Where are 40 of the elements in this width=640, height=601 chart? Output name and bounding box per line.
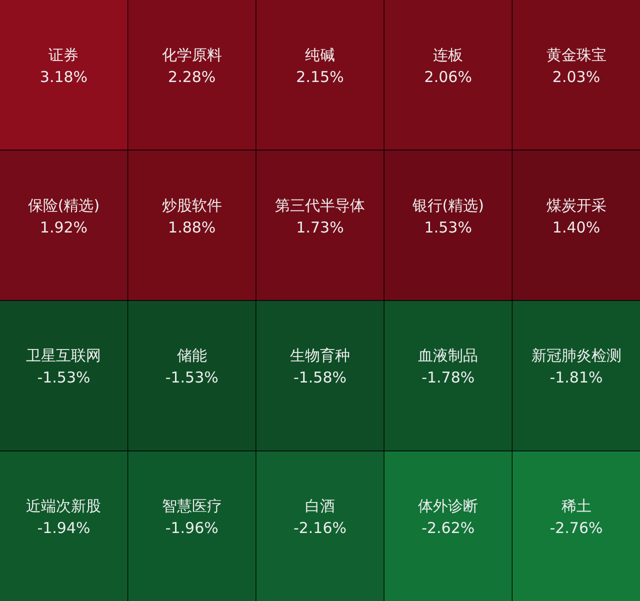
data-label: 2.06% [424, 68, 472, 86]
category-label: 黄金珠宝 [546, 46, 606, 64]
category-label: 近端次新股 [26, 497, 102, 516]
data-label: -1.78% [422, 368, 475, 387]
category-label: 纯碱 [305, 46, 335, 64]
category-label: 保险(精选) [28, 196, 100, 214]
data-label: 1.73% [296, 218, 344, 236]
data-label: 1.40% [552, 218, 600, 236]
category-label: 炒股软件 [162, 196, 222, 214]
data-label: -1.53% [165, 368, 218, 387]
category-label: 煤炭开采 [546, 196, 606, 214]
category-label: 血液制品 [418, 346, 478, 365]
data-label: -2.62% [422, 519, 475, 538]
data-label: 1.53% [424, 218, 472, 236]
data-label: 1.88% [168, 218, 216, 236]
category-label: 第三代半导体 [275, 196, 365, 214]
data-label: -1.94% [37, 519, 90, 538]
category-label: 连板 [433, 46, 464, 64]
category-label: 白酒 [305, 497, 335, 516]
category-label: 稀土 [561, 497, 592, 516]
category-label: 储能 [176, 346, 207, 365]
data-label: 2.15% [296, 68, 344, 86]
data-label: -1.96% [165, 519, 218, 538]
data-label: -1.58% [293, 368, 347, 387]
data-label: -2.76% [550, 519, 603, 538]
category-label: 证券 [48, 46, 79, 64]
data-label: -2.16% [293, 519, 347, 538]
category-label: 银行(精选) [411, 196, 484, 214]
category-label: 智慧医疗 [162, 497, 222, 516]
category-label: 体外诊断 [418, 497, 478, 516]
data-label: -1.53% [37, 368, 90, 387]
category-label: 生物育种 [290, 346, 350, 365]
data-label: 2.28% [168, 68, 216, 86]
data-label: 2.03% [552, 68, 600, 86]
category-label: 化学原料 [162, 46, 222, 64]
category-label: 新冠肺炎检测 [531, 346, 622, 365]
data-label: -1.81% [550, 368, 603, 387]
data-label: 1.92% [40, 218, 88, 236]
category-label: 卫星互联网 [26, 346, 102, 365]
data-label: 3.18% [40, 68, 88, 86]
